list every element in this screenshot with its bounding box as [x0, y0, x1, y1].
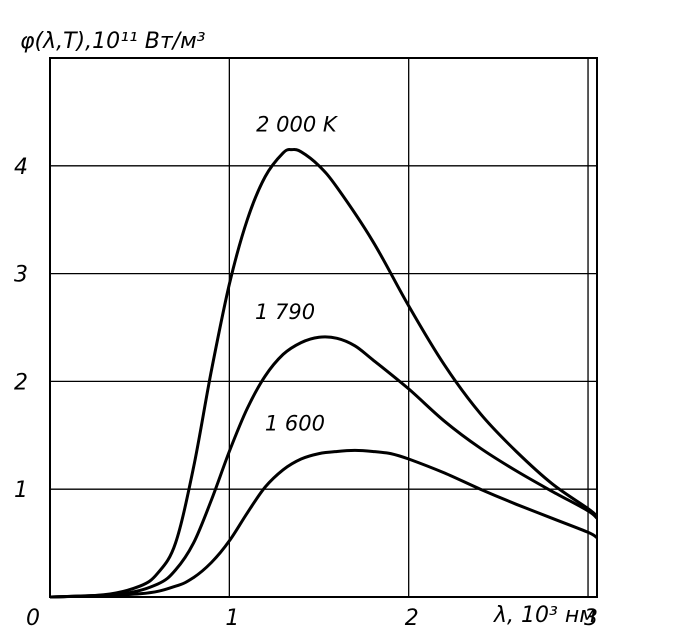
y-tick-label: 4	[14, 155, 28, 180]
y-axis-title: φ(λ,T),10¹¹ Вт/м³	[20, 29, 206, 54]
origin-label: 0	[26, 606, 40, 631]
y-tick-label: 1	[14, 478, 28, 503]
x-tick-label: 1	[225, 606, 239, 631]
series-label: 1 790	[255, 300, 315, 324]
series-labels: 2 000 K 1 790 1 600	[255, 113, 339, 436]
series-line	[49, 335, 599, 599]
plot-frame	[49, 57, 598, 598]
series-line	[49, 448, 598, 599]
y-tick-label: 3	[14, 263, 28, 288]
curves	[49, 148, 599, 599]
x-tick-label: 3	[584, 606, 598, 631]
series-label: 1 600	[265, 411, 325, 435]
y-tick-label: 2	[14, 370, 28, 395]
x-axis-title: λ, 10³ нм	[493, 603, 596, 628]
series-label: 2 000 K	[256, 113, 339, 137]
tick-labels: 1 2 3 1 2 3 4	[14, 155, 598, 631]
series-line	[49, 148, 598, 599]
grid	[50, 58, 597, 597]
x-tick-label: 2	[405, 606, 419, 631]
